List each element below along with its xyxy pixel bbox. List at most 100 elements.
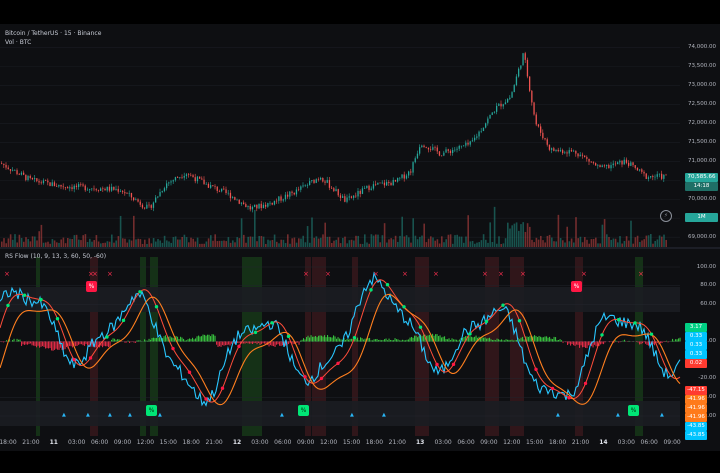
histogram-bar <box>444 336 446 342</box>
oscillator-value-tag: -41.96 <box>685 412 707 422</box>
turn-dot <box>171 346 175 351</box>
chart-canvas[interactable] <box>0 24 720 451</box>
histogram-bar <box>538 335 540 342</box>
histogram-bar <box>282 341 284 346</box>
volume-bar <box>324 222 326 247</box>
candle-body <box>100 188 102 191</box>
price-axis-label: 74,000.00 <box>688 43 716 50</box>
volume-bar <box>524 231 527 247</box>
candle-body <box>408 171 410 176</box>
volume-bar <box>309 242 311 247</box>
candle-body <box>445 149 447 153</box>
histogram-bar <box>430 334 432 342</box>
volume-bar <box>62 237 65 247</box>
volume-bar <box>498 236 500 247</box>
histogram-bar <box>280 341 282 347</box>
candle-body <box>394 180 397 182</box>
volume-bar <box>106 241 109 247</box>
candle-body <box>324 181 326 183</box>
volume-bar <box>80 240 82 247</box>
histogram-bar <box>639 341 641 345</box>
volume-bar <box>282 239 285 247</box>
volume-bar <box>489 222 491 247</box>
histogram-bar <box>571 341 573 345</box>
volume-bar <box>355 235 357 247</box>
histogram-bar <box>436 334 438 342</box>
histogram-bar <box>438 336 440 342</box>
volume-bar <box>579 236 582 247</box>
time-axis-label: 21:00 <box>22 439 40 446</box>
histogram-bar <box>655 341 657 344</box>
volume-bar <box>511 225 513 247</box>
histogram-bar <box>453 339 455 342</box>
candle-body <box>130 193 133 198</box>
candle-body <box>71 187 73 189</box>
time-axis-label: 21:00 <box>388 439 406 446</box>
histogram-bar <box>559 339 561 342</box>
volume-bar <box>641 240 643 247</box>
cross-marker: × <box>498 269 504 278</box>
histogram-bar <box>393 340 395 342</box>
volume-bar <box>608 237 610 247</box>
candle-body <box>234 197 236 200</box>
histogram-bar <box>433 335 435 342</box>
osc-axis-label: -60.00 <box>698 412 716 419</box>
turn-dot <box>138 290 142 294</box>
volume-bar <box>69 238 71 247</box>
turn-dot <box>550 386 555 391</box>
histogram-bar <box>75 341 77 347</box>
candle-body <box>584 155 586 158</box>
volume-bar <box>581 242 584 247</box>
cross-marker: × <box>373 269 379 278</box>
osc-axis-label: 60.00 <box>700 300 716 307</box>
volume-bar <box>427 238 430 247</box>
candle-body <box>368 185 370 190</box>
volume-bar <box>97 241 100 247</box>
volume-bar <box>163 235 166 247</box>
candle-body <box>416 153 419 159</box>
histogram-bar <box>637 341 639 343</box>
candle-body <box>663 174 665 179</box>
price-axis-label: 70,000.00 <box>688 195 716 202</box>
turn-dot <box>204 397 208 401</box>
candle-body <box>108 186 111 191</box>
candle-body <box>256 204 258 209</box>
chart-area[interactable]: Bitcoin / TetherUS · 15 · Binance Vol · … <box>0 24 720 451</box>
volume-bar <box>562 240 564 247</box>
candle-body <box>53 182 56 187</box>
candle-body <box>62 186 64 188</box>
volume-bar <box>1 241 3 247</box>
histogram-bar <box>157 337 159 342</box>
volume-bar <box>487 242 489 247</box>
candle-body <box>313 180 315 183</box>
volume-bar <box>357 235 359 247</box>
histogram-bar <box>246 341 248 343</box>
histogram-bar <box>516 340 518 342</box>
volume-bar <box>251 236 254 247</box>
volume-bar <box>141 243 144 247</box>
histogram-bar <box>496 338 498 342</box>
volume-bar <box>344 236 346 247</box>
time-axis-label: 15:00 <box>526 439 544 446</box>
price-axis-label: 72,000.00 <box>688 119 716 126</box>
volume-bar <box>311 217 313 247</box>
candle-body <box>559 150 562 152</box>
histogram-bar <box>259 341 261 345</box>
candle-body <box>115 188 117 190</box>
volume-bar <box>280 239 282 247</box>
volume-bar <box>315 236 318 247</box>
sell-signal-box: % <box>571 280 582 292</box>
lightning-icon[interactable]: ⚡ <box>660 210 672 222</box>
candle-body <box>218 190 221 192</box>
histogram-bar <box>387 340 389 342</box>
candle-body <box>254 204 256 207</box>
histogram-bar <box>609 341 611 343</box>
candle-body <box>375 184 377 185</box>
candle-body <box>322 178 324 182</box>
histogram-bar <box>435 334 437 342</box>
candle-body <box>7 167 9 170</box>
time-axis-label: 21:00 <box>571 439 590 446</box>
price-axis-label: 72,500.00 <box>688 100 716 107</box>
volume-bar <box>361 243 364 247</box>
volume-bar <box>258 236 260 247</box>
